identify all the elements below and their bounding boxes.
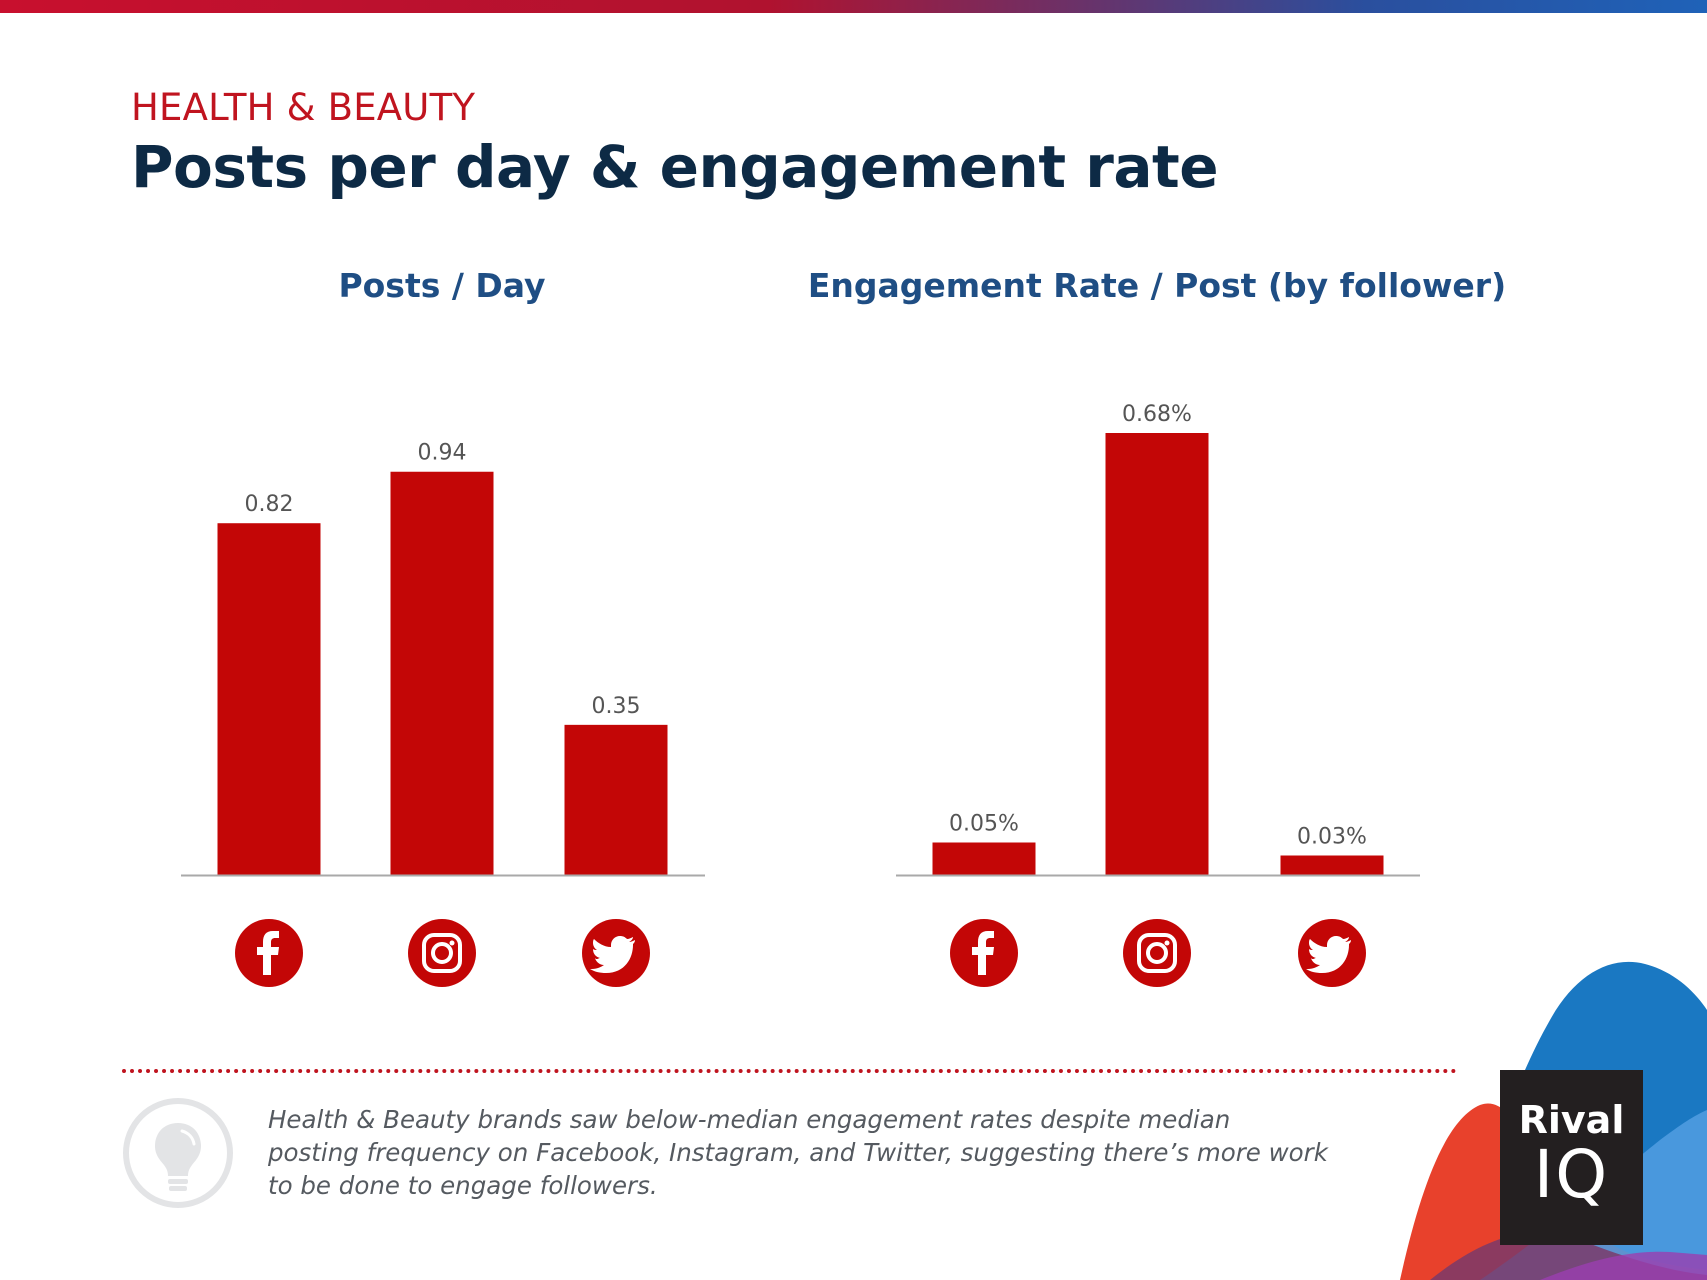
- value-label: 0.05%: [949, 812, 1019, 837]
- bar-charts: 0.82 0.94 0.35 0.05% 0.68% 0.03%: [181, 402, 1420, 987]
- twitter-icon: [582, 919, 650, 987]
- value-label: 0.03%: [1297, 825, 1367, 850]
- bar-instagram: [390, 471, 494, 875]
- value-label: 0.82: [245, 492, 294, 517]
- bar-instagram: [1105, 433, 1209, 875]
- chart-title-posts-per-day: Posts / Day: [338, 266, 546, 305]
- value-label: 0.68%: [1122, 402, 1192, 427]
- bar-twitter: [1280, 855, 1384, 875]
- chart-1: 0.82 0.94 0.35: [181, 441, 705, 987]
- chart-title-engagement-rate: Engagement Rate / Post (by follower): [807, 266, 1507, 305]
- insight-text: Health & Beauty brands saw below-median …: [268, 1105, 1328, 1200]
- page-kicker: HEALTH & BEAUTY: [131, 86, 476, 129]
- twitter-icon: [1298, 919, 1366, 987]
- value-label: 0.35: [592, 694, 641, 719]
- top-accent-bar: [0, 0, 1707, 13]
- bar-facebook: [932, 842, 1036, 875]
- page-title: Posts per day & engagement rate: [131, 133, 1219, 201]
- value-label: 0.94: [418, 441, 467, 466]
- lightbulb-icon: [123, 1098, 233, 1208]
- logo-text-iq: IQ: [1533, 1136, 1610, 1213]
- facebook-icon: [235, 919, 303, 987]
- rival-iq-logo: Rival IQ: [1500, 1070, 1643, 1245]
- instagram-icon: [408, 919, 476, 987]
- facebook-icon: [950, 919, 1018, 987]
- bar-facebook: [217, 523, 321, 875]
- bar-twitter: [564, 724, 668, 875]
- section-divider: [122, 1069, 1457, 1073]
- chart-2: 0.05% 0.68% 0.03%: [896, 402, 1420, 987]
- logo-text-rival: Rival: [1518, 1098, 1625, 1142]
- instagram-icon: [1123, 919, 1191, 987]
